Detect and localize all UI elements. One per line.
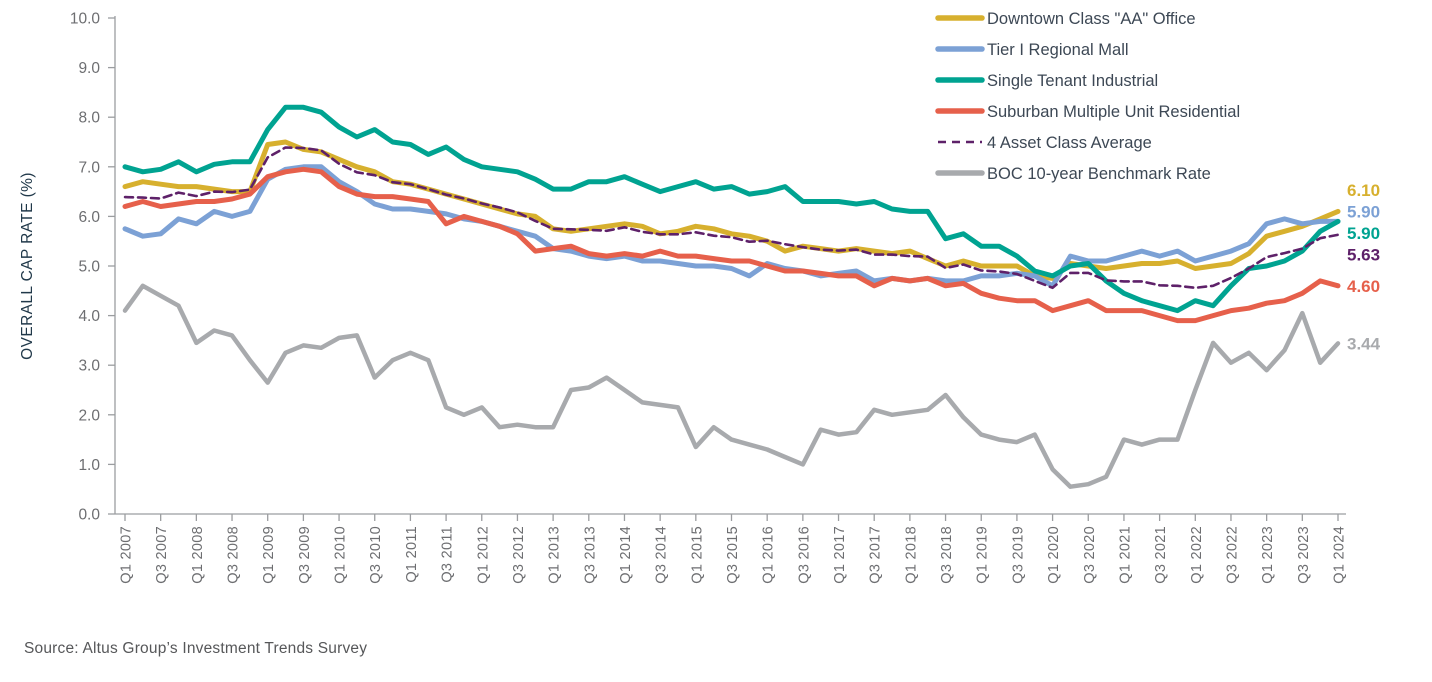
x-tick-label: Q1 2018 [903,526,919,584]
y-tick-label: 6.0 [78,209,100,226]
legend-label-tier1-mall: Tier I Regional Mall [987,41,1129,59]
y-tick-label: 7.0 [78,159,100,176]
x-tick-label: Q3 2014 [654,526,670,584]
x-tick-label: Q3 2017 [868,526,884,584]
x-tick-label: Q3 2009 [297,526,313,584]
axes [114,16,1346,515]
legend-item-suburban-residential: Suburban Multiple Unit Residential [935,103,1240,121]
x-tick-label: Q3 2023 [1296,526,1312,584]
series-line-four-asset-average [123,146,1340,290]
x-tick-label: Q1 2008 [190,526,206,584]
legend-label-boc-benchmark: BOC 10-year Benchmark Rate [987,165,1211,183]
x-tick-label: Q1 2007 [119,526,135,584]
x-tick-label: Q1 2022 [1189,526,1205,584]
x-tick-label: Q1 2024 [1332,526,1348,584]
x-tick-label: Q1 2020 [1046,526,1062,584]
x-tick-label: Q3 2019 [1010,526,1026,584]
y-tick-label: 8.0 [78,110,100,127]
x-tick-label: Q3 2018 [939,526,955,584]
x-tick-label: Q3 2011 [440,526,456,583]
end-value-label-suburban-residential: 4.60 [1347,277,1380,296]
series-line-downtown-office [122,139,1341,281]
chart-legend: Downtown Class "AA" Office Tier I Regiona… [935,10,1240,183]
x-tick-label: Q1 2019 [975,526,991,584]
x-tick-label: Q1 2013 [547,526,563,584]
y-axis-ticks: 0.0 1.0 2.0 3.0 4.0 5.0 6.0 7.0 8.0 9.0 10.0 [70,11,115,524]
series-line-boc-benchmark [122,283,1341,489]
x-tick-label: Q1 2011 [404,526,420,583]
legend-label-downtown-office: Downtown Class "AA" Office [987,10,1196,28]
legend-label-suburban-residential: Suburban Multiple Unit Residential [987,103,1240,121]
x-axis-ticks: Q1 2007 Q3 2007 Q1 2008 Q3 2008 Q1 2009 Q3 20… [119,514,1348,584]
x-tick-label: Q3 2015 [725,526,741,584]
source-citation: Source: Altus Group’s Investment Trends … [24,640,368,657]
end-value-label-boc-benchmark: 3.44 [1347,334,1381,353]
y-tick-label: 10.0 [70,11,101,28]
y-tick-label: 1.0 [78,457,100,474]
legend-item-downtown-office: Downtown Class "AA" Office [935,10,1196,28]
y-axis-title: OVERALL CAP RATE (%) [19,172,36,360]
x-tick-label: Q3 2013 [582,526,598,584]
x-tick-label: Q1 2016 [761,526,777,584]
x-tick-label: Q1 2009 [261,526,277,584]
x-tick-label: Q1 2017 [832,526,848,584]
end-value-label-tier1-mall: 5.90 [1347,202,1380,221]
x-tick-label: Q3 2008 [226,526,242,584]
series-lines [122,104,1341,489]
x-tick-label: Q1 2010 [333,526,349,584]
y-tick-label: 3.0 [78,358,100,375]
end-value-label-single-tenant-industrial: 5.90 [1347,224,1380,243]
series-line-suburban-residential [122,166,1341,324]
x-tick-label: Q1 2021 [1117,526,1133,584]
x-tick-label: Q1 2012 [475,526,491,584]
y-tick-label: 4.0 [78,308,100,325]
legend-label-single-tenant-industrial: Single Tenant Industrial [987,72,1158,90]
legend-label-four-asset-average: 4 Asset Class Average [987,134,1152,152]
x-tick-label: Q1 2023 [1260,526,1276,584]
legend-item-boc-benchmark: BOC 10-year Benchmark Rate [935,165,1211,183]
y-tick-label: 5.0 [78,259,100,276]
legend-item-tier1-mall: Tier I Regional Mall [935,41,1129,59]
series-line-tier1-mall [122,164,1341,289]
x-tick-label: Q3 2021 [1153,526,1169,584]
end-value-label-downtown-office: 6.10 [1347,181,1380,200]
x-tick-label: Q3 2016 [796,526,812,584]
x-tick-label: Q3 2020 [1082,526,1098,584]
x-tick-label: Q3 2010 [368,526,384,584]
x-tick-label: Q1 2015 [689,526,705,584]
x-tick-label: Q3 2012 [511,526,527,584]
legend-item-single-tenant-industrial: Single Tenant Industrial [935,72,1158,90]
x-tick-label: Q3 2022 [1224,526,1240,584]
legend-item-four-asset-average: 4 Asset Class Average [938,134,1152,152]
series-line-single-tenant-industrial [122,104,1341,314]
x-tick-label: Q3 2007 [154,526,170,584]
x-tick-label: Q1 2014 [618,526,634,584]
y-tick-label: 9.0 [78,60,100,77]
end-value-label-four-asset-average: 5.63 [1347,245,1380,264]
y-tick-label: 2.0 [78,407,100,424]
series-end-value-labels: 6.10 5.90 5.90 5.63 4.60 3.44 [1347,181,1381,353]
y-tick-label: 0.0 [78,507,100,524]
